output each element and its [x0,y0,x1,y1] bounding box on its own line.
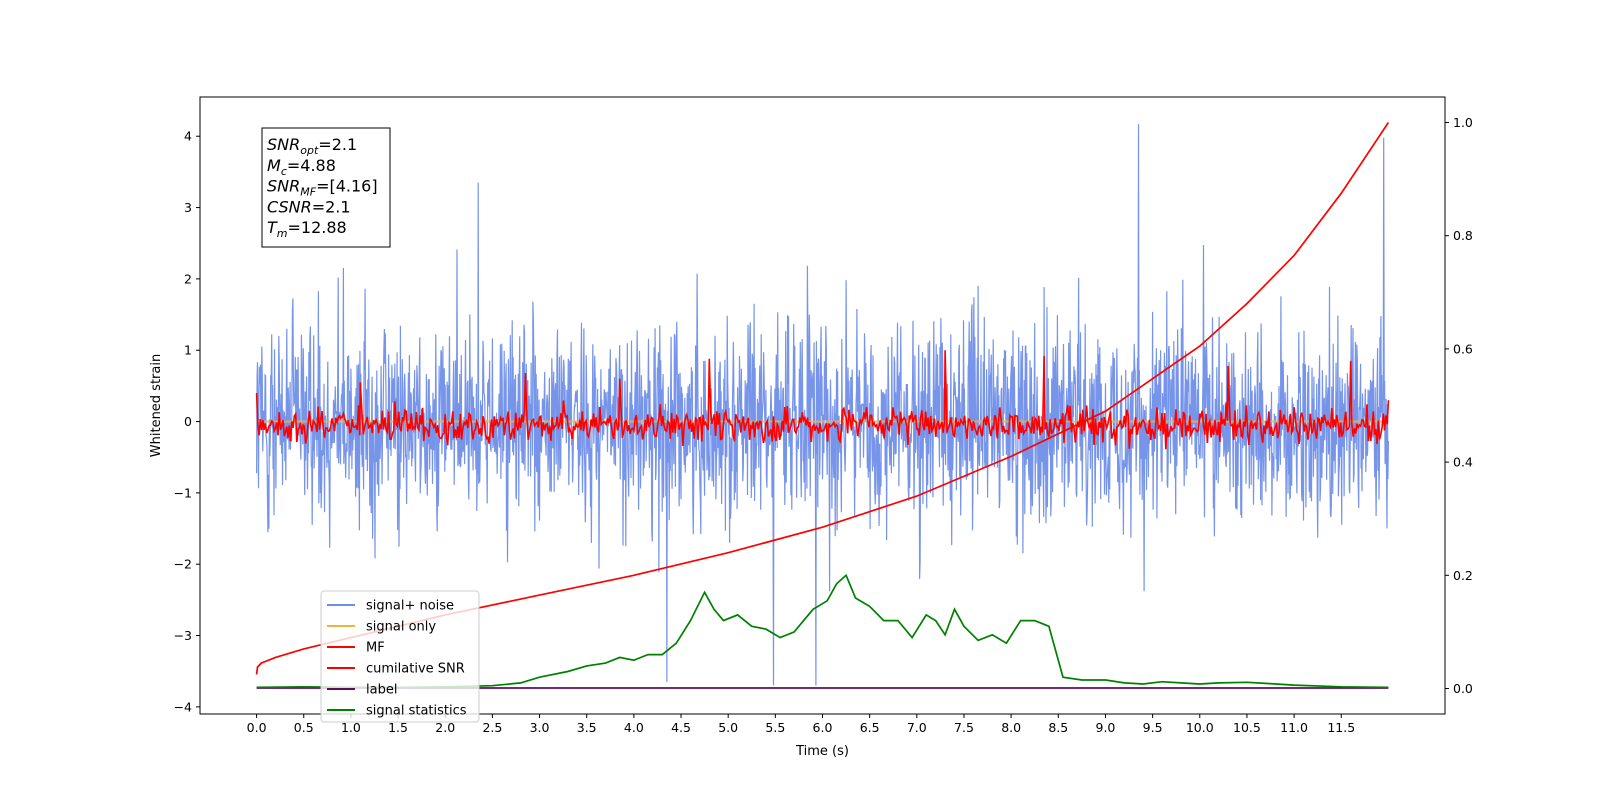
legend-entry-label: signal only [366,620,436,635]
y-tick-label: −2 [174,557,192,572]
x-tick-label: 3.5 [577,720,597,735]
tick-layer: 0.0 0.5 1.0 1.5 2.0 2.5 3.0 3.5 4.0 4.5 5.0 5.5 6.0 6… [174,115,1473,735]
x-tick-label: 11.0 [1280,720,1308,735]
series-mf-layer [255,350,1390,450]
x-tick-label: 7.5 [954,720,974,735]
x-tick-label: 0.0 [247,720,267,735]
y2-tick-label: 0.6 [1453,341,1473,356]
y-axis-label: Whitened strain [149,354,164,457]
y2-tick-label: 0.0 [1453,681,1473,696]
series-signal-statistics [256,573,1389,689]
legend-entry-label: signal+ noise [366,599,454,614]
y-tick-label: 0 [184,414,192,429]
legend: signal+ noise signal only MF cumilative SNR… [320,590,480,723]
y-tick-label: 2 [184,271,192,286]
y-tick-label: −3 [174,628,192,643]
x-tick-label: 5.5 [765,720,785,735]
annotation-line: SNRopt=2.1 [267,135,357,157]
annotation-frame [261,127,391,248]
series-signal-noise [256,124,1389,686]
y-tick-label: −4 [174,699,192,714]
annotation-line: SNRMF=[4.16] [267,177,378,199]
x-tick-label: 4.0 [624,720,644,735]
series-mf [255,350,1390,450]
x-tick-label: 10.5 [1233,720,1261,735]
x-tick-label: 10.0 [1186,720,1214,735]
y-tick-label: 4 [184,129,192,144]
y2-tick-label: 0.8 [1453,228,1473,243]
y2-tick-label: 0.4 [1453,455,1473,470]
annotation-line: CSNR=2.1 [267,197,351,216]
x-tick-label: 6.0 [813,720,833,735]
x-tick-label: 0.5 [294,720,314,735]
annotation-line: Mc=4.88 [267,156,336,178]
series-cumilative-snr [255,122,1390,675]
legend-entry-label: cumilative SNR [366,662,465,677]
x-tick-label: 2.5 [482,720,502,735]
x-tick-label: 11.5 [1327,720,1355,735]
y-tick-label: 3 [184,200,192,215]
y2-tick-label: 1.0 [1453,115,1473,130]
y2-tick-label: 0.2 [1453,568,1473,583]
x-tick-label: 1.0 [341,720,361,735]
legend-entry-label: label [366,683,397,698]
series-signal-noise-layer [256,124,1389,686]
x-tick-label: 3.0 [530,720,550,735]
legend-entry-label: signal statistics [366,704,467,719]
legend-frame [320,590,480,723]
x-axis-label: Time (s) [795,744,849,759]
x-tick-label: 7.0 [907,720,927,735]
x-tick-label: 2.0 [435,720,455,735]
y-tick-label: 1 [184,343,192,358]
x-tick-label: 8.5 [1048,720,1068,735]
x-tick-label: 9.5 [1143,720,1163,735]
x-tick-label: 6.5 [860,720,880,735]
x-tick-label: 1.5 [388,720,408,735]
legend-entry-label: MF [366,641,385,656]
y-tick-label: −1 [174,485,192,500]
x-tick-label: 4.5 [671,720,691,735]
annotation-line: Tm=12.88 [267,218,347,240]
x-tick-label: 5.0 [718,720,738,735]
x-tick-label: 8.0 [1001,720,1021,735]
x-tick-label: 9.0 [1096,720,1116,735]
